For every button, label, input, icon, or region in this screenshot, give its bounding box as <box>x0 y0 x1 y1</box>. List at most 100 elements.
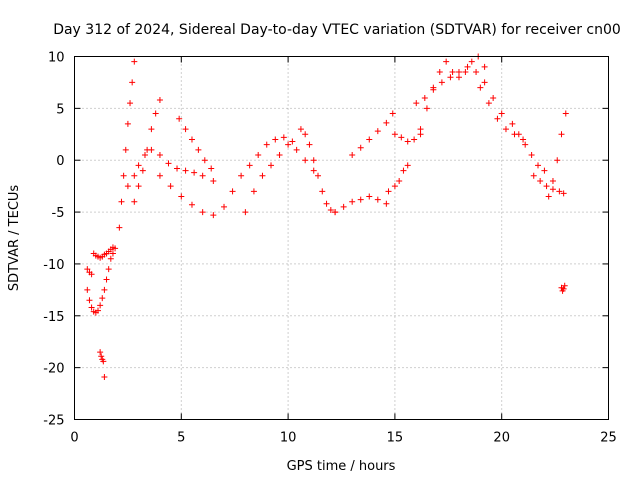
data-point <box>127 100 134 107</box>
data-point <box>289 138 296 145</box>
data-point <box>391 183 398 190</box>
data-point <box>100 358 107 365</box>
data-point <box>148 126 155 133</box>
data-point <box>404 162 411 169</box>
data-point <box>86 297 93 304</box>
data-point <box>135 183 142 190</box>
data-point <box>385 188 392 195</box>
data-point <box>455 69 462 76</box>
data-point <box>201 157 208 164</box>
data-point <box>101 286 108 293</box>
series-arc-rise <box>116 58 138 231</box>
x-tick-label: 5 <box>177 431 185 446</box>
data-point <box>297 126 304 133</box>
data-point <box>268 162 275 169</box>
y-tick-labels: -25 -20 -15 -10 -5 0 5 10 <box>43 51 64 429</box>
data-point <box>131 172 138 179</box>
data-point <box>560 285 567 292</box>
data-point <box>481 63 488 70</box>
data-point <box>522 141 529 148</box>
data-point <box>537 177 544 184</box>
data-point <box>109 250 116 257</box>
data-point <box>481 79 488 86</box>
data-point <box>411 136 418 143</box>
data-point <box>221 203 228 210</box>
data-point <box>272 136 279 143</box>
series-arc-3 <box>131 97 163 205</box>
x-tick-label: 0 <box>70 431 78 446</box>
data-point <box>182 167 189 174</box>
data-point <box>357 144 364 151</box>
chart-title: Day 312 of 2024, Sidereal Day-to-day VTE… <box>53 22 621 38</box>
data-point <box>436 69 443 76</box>
data-point <box>156 152 163 159</box>
data-point <box>250 188 257 195</box>
data-point <box>255 152 262 159</box>
series-arc-11 <box>385 162 411 195</box>
data-point <box>374 196 381 203</box>
data-point <box>165 160 172 167</box>
x-tick-labels: 0 5 10 15 20 25 <box>70 431 616 446</box>
data-point <box>549 177 556 184</box>
data-point <box>561 282 568 289</box>
data-point <box>545 193 552 200</box>
y-tick-label: 0 <box>56 154 64 169</box>
data-point <box>357 196 364 203</box>
series-arc-7 <box>242 141 317 216</box>
data-point <box>97 302 104 309</box>
data-point <box>246 162 253 169</box>
data-point <box>167 183 174 190</box>
data-point <box>156 97 163 104</box>
series-arc-2 <box>124 146 217 190</box>
grid-lines <box>74 56 609 420</box>
data-point <box>178 193 185 200</box>
data-point <box>349 198 356 205</box>
data-point <box>549 186 556 193</box>
data-point <box>340 203 347 210</box>
data-point <box>285 141 292 148</box>
data-point <box>188 201 195 208</box>
data-point <box>98 353 105 360</box>
data-point <box>88 271 95 278</box>
data-point <box>238 172 245 179</box>
data-point <box>449 69 456 76</box>
data-point <box>430 86 437 93</box>
data-point <box>413 100 420 107</box>
data-point <box>105 266 112 273</box>
data-point <box>530 172 537 179</box>
y-tick-label: -10 <box>43 258 64 273</box>
data-point <box>438 79 445 86</box>
data-point <box>485 100 492 107</box>
data-point <box>88 304 95 311</box>
data-point <box>468 58 475 65</box>
data-point <box>383 119 390 126</box>
data-point <box>276 152 283 159</box>
data-point <box>302 157 309 164</box>
series-arc-16 <box>509 120 548 174</box>
series-arc-18 <box>545 110 569 200</box>
series-arc-late <box>558 282 568 294</box>
data-point <box>558 131 565 138</box>
data-point <box>120 172 127 179</box>
data-point <box>417 131 424 138</box>
series-arc-9 <box>332 193 390 216</box>
data-point <box>139 167 146 174</box>
data-point <box>310 157 317 164</box>
data-point <box>124 183 131 190</box>
data-point <box>323 200 330 207</box>
data-point <box>129 79 136 86</box>
data-point <box>396 177 403 184</box>
data-point <box>494 115 501 122</box>
y-tick-label: -20 <box>43 362 64 377</box>
data-point <box>191 169 198 176</box>
data-point <box>116 224 123 231</box>
series-arc-14 <box>413 63 505 117</box>
data-point <box>280 134 287 141</box>
data-point <box>515 131 522 138</box>
y-axis-label: SDTVAR / TECUs <box>7 185 22 292</box>
data-point <box>374 128 381 135</box>
data-point <box>176 115 183 122</box>
x-axis-label: GPS time / hours <box>287 459 396 474</box>
data-point <box>188 136 195 143</box>
